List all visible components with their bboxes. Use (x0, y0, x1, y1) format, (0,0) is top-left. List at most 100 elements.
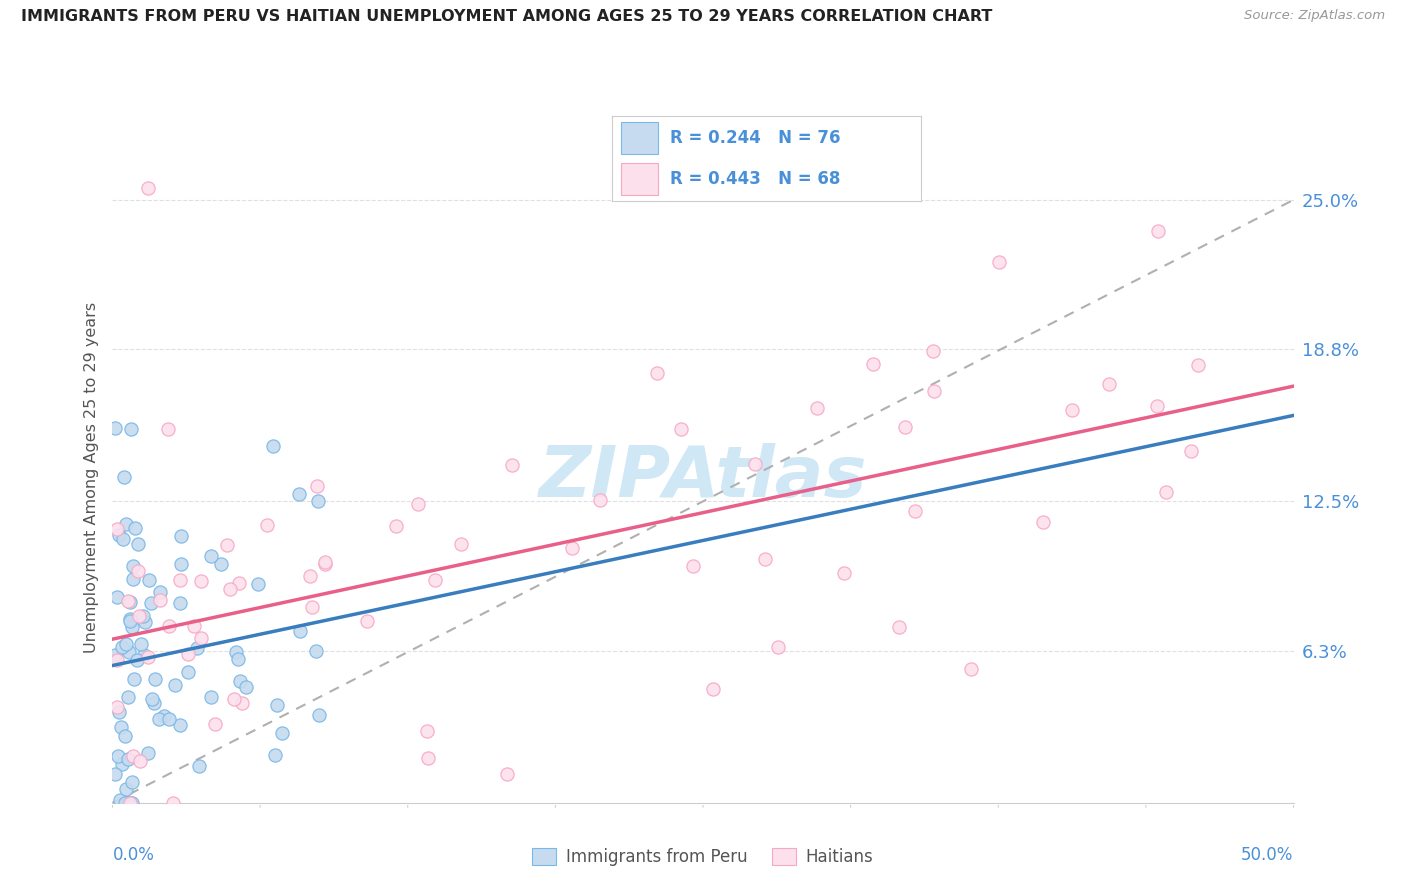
Point (145, 672, 167, 686)
Point (960, 662, 983, 676)
Point (104, 648, 127, 662)
Point (162, 796, 184, 810)
Point (904, 504, 927, 518)
Point (112, 533, 135, 547)
Point (110, 720, 132, 734)
Point (121, 796, 143, 810)
Point (406, 496, 429, 510)
Point (124, 672, 146, 686)
Point (105, 699, 128, 714)
FancyBboxPatch shape (621, 162, 658, 194)
Point (1180, 444, 1202, 458)
Point (141, 691, 163, 706)
Point (153, 708, 176, 723)
Point (124, 521, 146, 535)
Point (415, 724, 437, 739)
Point (139, 596, 162, 610)
Point (114, 516, 136, 531)
Point (134, 615, 156, 629)
Point (356, 614, 378, 628)
Point (169, 596, 191, 610)
Point (127, 564, 149, 578)
FancyBboxPatch shape (621, 122, 658, 154)
Point (1098, 377, 1121, 392)
Point (163, 678, 186, 692)
Legend: Immigrants from Peru, Haitians: Immigrants from Peru, Haitians (526, 841, 880, 872)
Point (105, 523, 128, 537)
Point (307, 494, 329, 508)
Point (894, 419, 917, 434)
Point (170, 557, 193, 571)
Point (922, 384, 945, 398)
Point (122, 559, 145, 574)
Point (225, 645, 247, 659)
Point (129, 754, 152, 768)
Text: 50.0%: 50.0% (1241, 847, 1294, 864)
Point (121, 620, 143, 634)
Point (754, 552, 776, 566)
Point (122, 573, 145, 587)
Point (226, 652, 249, 666)
Point (501, 458, 523, 472)
Point (1032, 516, 1054, 530)
Point (148, 713, 170, 727)
Point (149, 593, 172, 607)
Text: R = 0.244   N = 76: R = 0.244 N = 76 (671, 129, 841, 147)
Y-axis label: Unemployment Among Ages 25 to 29 years: Unemployment Among Ages 25 to 29 years (83, 301, 98, 653)
Point (1187, 358, 1209, 372)
Point (190, 631, 212, 645)
Point (288, 487, 311, 501)
Point (744, 457, 766, 471)
Point (307, 479, 329, 493)
Point (263, 747, 285, 762)
Point (117, 752, 139, 766)
Point (122, 748, 145, 763)
Point (423, 574, 446, 588)
Point (1146, 223, 1168, 237)
Point (187, 759, 209, 773)
Point (235, 680, 257, 694)
Point (108, 528, 131, 542)
Point (200, 690, 222, 704)
Text: ZIPAtlas: ZIPAtlas (538, 442, 868, 512)
Point (416, 750, 439, 764)
Point (149, 584, 172, 599)
Point (832, 566, 855, 581)
Point (209, 558, 232, 572)
Point (108, 793, 131, 807)
Point (112, 470, 135, 484)
Point (987, 255, 1010, 269)
Point (114, 730, 136, 744)
Point (111, 757, 134, 772)
Point (682, 558, 704, 573)
Point (143, 696, 166, 710)
Point (314, 558, 336, 572)
Point (246, 577, 269, 591)
Point (177, 648, 200, 662)
Point (219, 582, 242, 597)
Point (204, 716, 226, 731)
Point (495, 767, 517, 781)
Point (111, 640, 134, 655)
Point (128, 537, 150, 551)
Point (266, 698, 288, 713)
Point (922, 343, 945, 358)
Point (115, 637, 138, 651)
Point (190, 574, 212, 589)
Point (561, 541, 583, 555)
Point (887, 620, 910, 634)
Point (256, 517, 278, 532)
Point (169, 573, 191, 587)
Point (385, 519, 408, 533)
Point (132, 609, 155, 624)
Point (117, 796, 139, 810)
Point (766, 640, 789, 655)
Point (120, 595, 142, 609)
Point (702, 681, 724, 696)
Point (132, 648, 155, 662)
Point (157, 712, 180, 726)
Point (806, 401, 828, 415)
Point (108, 705, 131, 719)
Point (136, 181, 159, 195)
Point (217, 538, 239, 552)
